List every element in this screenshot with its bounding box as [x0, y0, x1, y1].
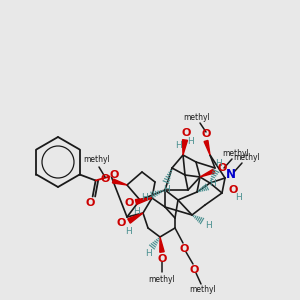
- Text: H: H: [236, 193, 242, 202]
- Text: methyl: methyl: [234, 154, 260, 163]
- Text: H: H: [145, 250, 152, 259]
- Text: O: O: [110, 170, 119, 181]
- Polygon shape: [112, 179, 127, 185]
- Text: H: H: [214, 160, 221, 169]
- Polygon shape: [135, 198, 152, 204]
- Text: H: H: [163, 184, 170, 194]
- Text: O: O: [217, 163, 227, 173]
- Text: O: O: [157, 254, 167, 264]
- Text: O: O: [100, 174, 110, 184]
- Text: H: H: [188, 137, 194, 146]
- Polygon shape: [204, 140, 210, 155]
- Text: O: O: [179, 244, 189, 254]
- Text: O: O: [228, 185, 238, 195]
- Text: methyl: methyl: [223, 149, 249, 158]
- Text: O: O: [124, 198, 134, 208]
- Text: H: H: [133, 206, 140, 215]
- Text: O: O: [181, 128, 191, 138]
- Text: H: H: [205, 220, 212, 230]
- Text: methyl: methyl: [84, 155, 110, 164]
- Text: H: H: [126, 227, 132, 236]
- Text: O: O: [86, 199, 95, 208]
- Polygon shape: [182, 140, 188, 155]
- Text: N: N: [226, 169, 236, 182]
- Text: H: H: [210, 178, 216, 188]
- Text: methyl: methyl: [184, 112, 210, 122]
- Text: O: O: [201, 129, 211, 139]
- Text: methyl: methyl: [190, 286, 216, 295]
- Text: methyl: methyl: [148, 274, 176, 284]
- Text: O: O: [116, 218, 126, 228]
- Text: H: H: [142, 194, 148, 202]
- Text: H: H: [175, 140, 182, 149]
- Polygon shape: [160, 237, 164, 252]
- Polygon shape: [200, 169, 215, 177]
- Polygon shape: [128, 213, 143, 223]
- Text: O: O: [189, 265, 199, 275]
